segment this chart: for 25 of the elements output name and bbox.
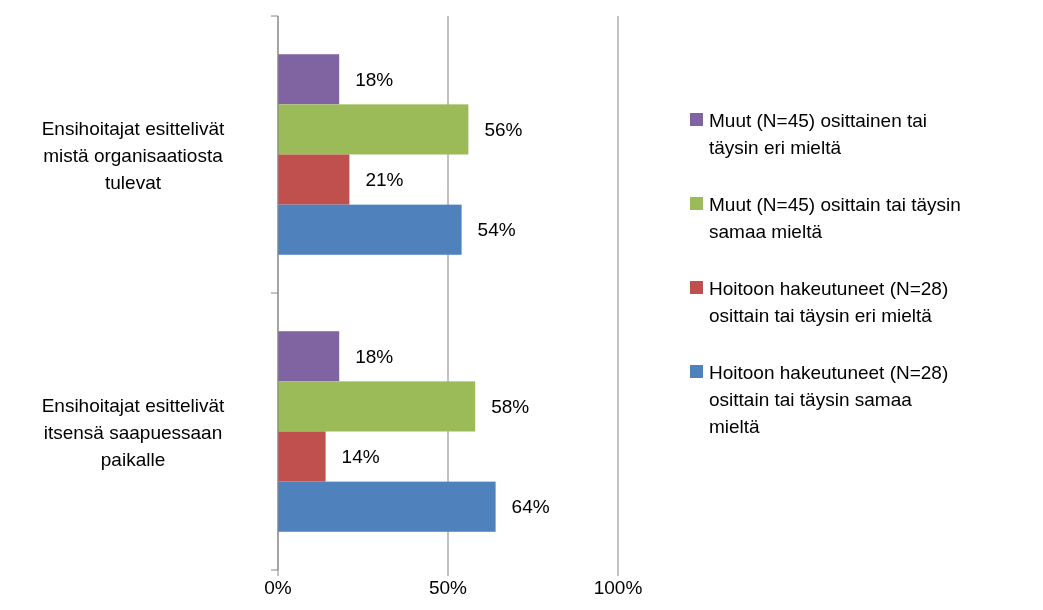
legend-label: Muut (N=45) osittainen tai täysin eri mieltä <box>709 110 928 158</box>
legend-label: Muut (N=45) osittain tai täysin samaa mieltä <box>709 194 961 242</box>
x-tick-label: 0% <box>264 577 292 598</box>
bar <box>278 154 350 205</box>
y-tick-label: Ensihoitajat esittelivät mistä organisaatiosta tulevat <box>41 117 226 193</box>
bar <box>278 481 496 532</box>
bar <box>278 104 469 155</box>
data-label: 58% <box>491 395 530 417</box>
x-tick-label: 50% <box>428 577 468 598</box>
y-tick-label: Ensihoitajat esittelivät itsensä saapuessaan paikalle <box>41 394 226 470</box>
legend-label: Hoitoon hakeutuneet (N=28) osittain tai täysin samaa mieltä <box>709 362 949 437</box>
data-label: 14% <box>341 446 380 468</box>
bar <box>278 331 340 382</box>
data-label: 18% <box>355 345 394 367</box>
data-label: 54% <box>477 219 516 241</box>
bar <box>278 54 340 105</box>
data-label: 56% <box>484 118 523 140</box>
data-label: 18% <box>355 68 394 90</box>
x-tick-label: 100% <box>593 577 643 598</box>
bar <box>278 431 326 482</box>
data-label: 64% <box>511 496 550 518</box>
bar <box>278 204 462 255</box>
data-label: 21% <box>365 169 404 191</box>
legend-label: Hoitoon hakeutuneet (N=28) osittain tai täysin eri mieltä <box>709 278 949 326</box>
bar <box>278 381 476 432</box>
